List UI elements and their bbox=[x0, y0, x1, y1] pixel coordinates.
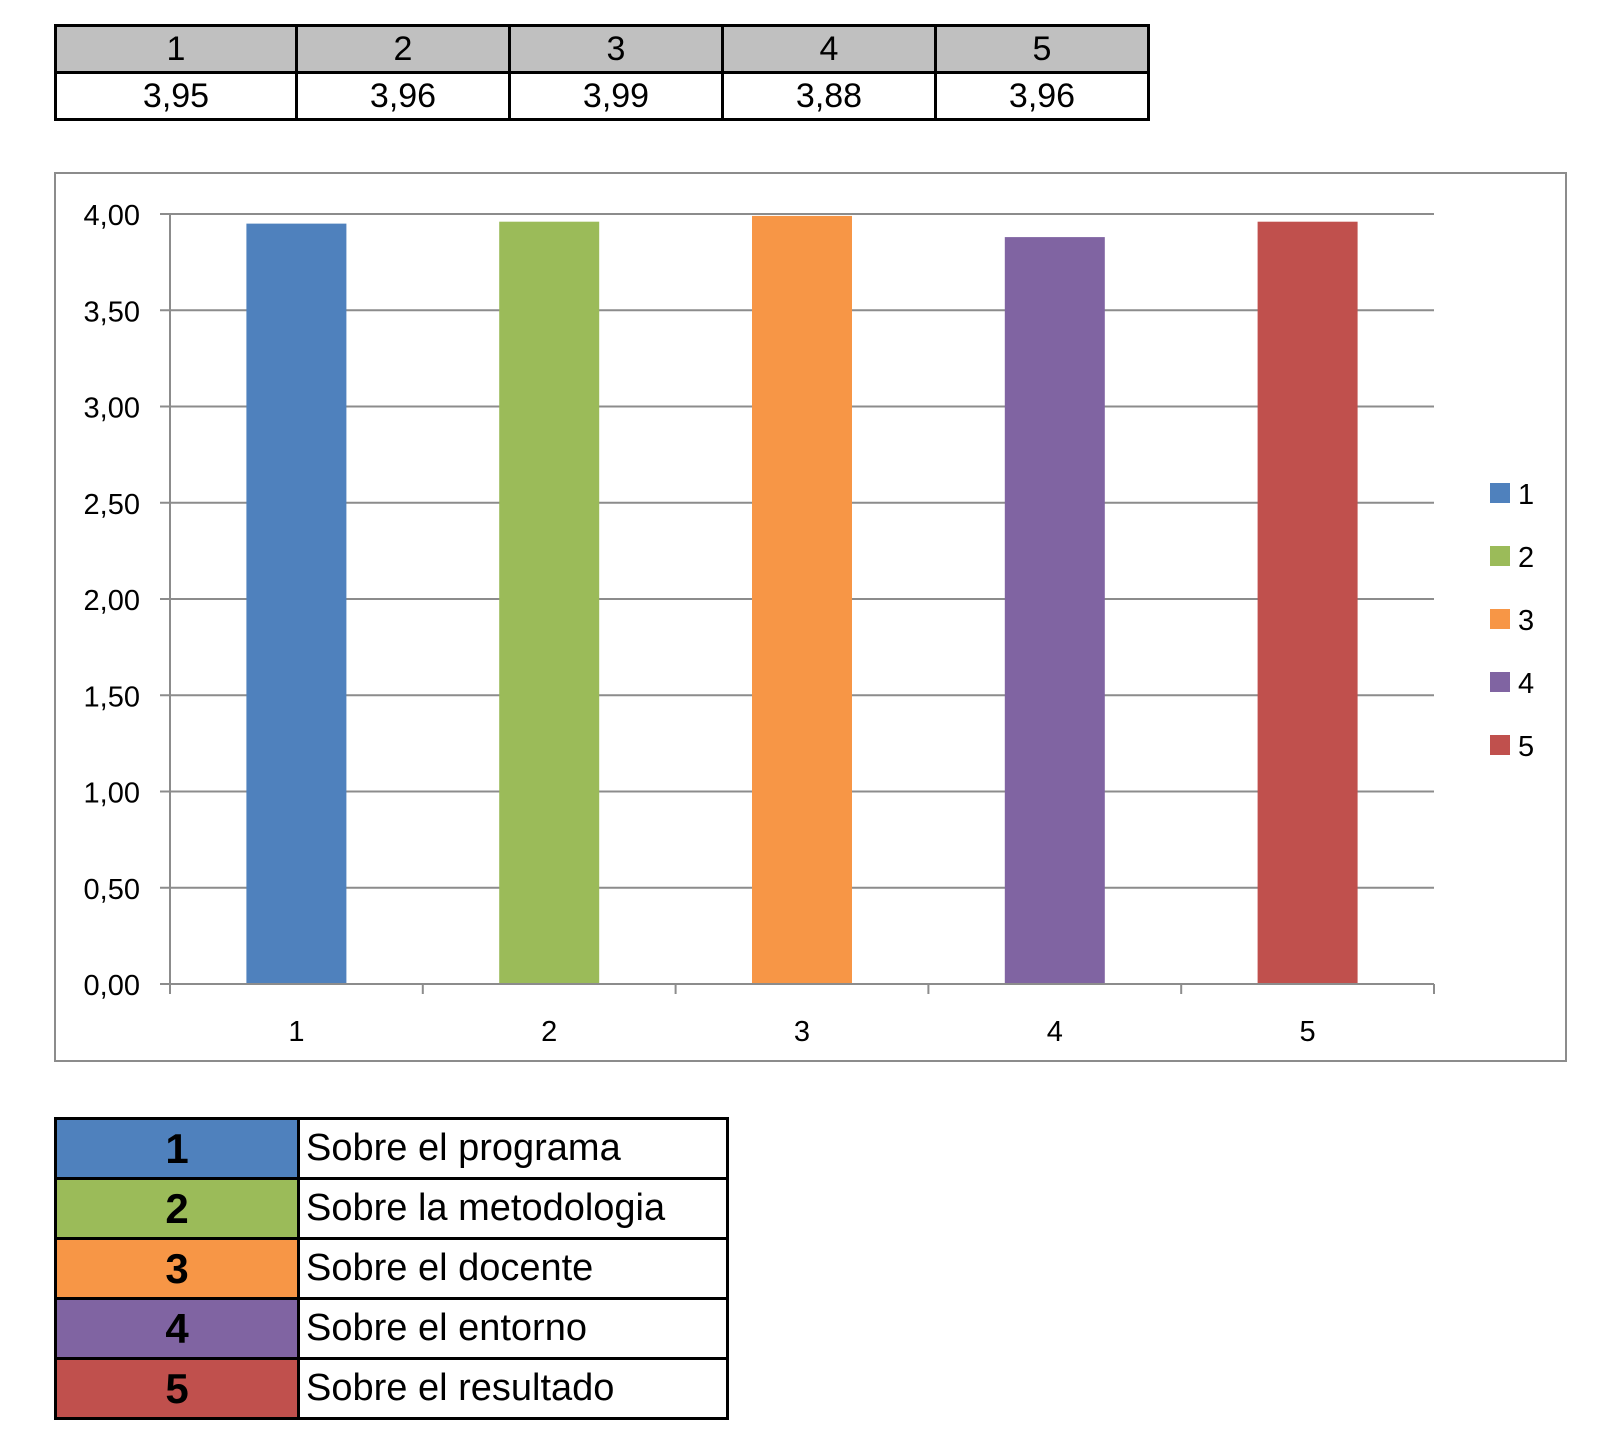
key-row: 2 Sobre la metodologia bbox=[54, 1177, 729, 1240]
y-tick-label: 1,00 bbox=[84, 778, 140, 810]
legend-label: 2 bbox=[1518, 542, 1534, 574]
values-value-cell: 3,96 bbox=[934, 71, 1150, 121]
x-tick-label: 4 bbox=[1047, 1016, 1063, 1048]
y-tick-label: 3,50 bbox=[84, 296, 140, 328]
legend-swatch bbox=[1490, 483, 1510, 503]
key-row: 3 Sobre el docente bbox=[54, 1237, 729, 1300]
bar-chart: 0,00 0,50 1,00 1,50 2,00 2,50 3,00 3,50 4,00 1 2 3 4… bbox=[84, 200, 1535, 1048]
legend-label: 5 bbox=[1518, 731, 1534, 763]
legend-label: 1 bbox=[1518, 479, 1534, 511]
key-row: 1 Sobre el programa bbox=[54, 1117, 729, 1180]
values-table: 1 2 3 4 5 3,95 3,96 3,99 3,88 3,96 bbox=[54, 24, 1150, 121]
y-tick-label: 2,50 bbox=[84, 489, 140, 521]
y-tick-label: 2,00 bbox=[84, 585, 140, 617]
values-value-cell: 3,88 bbox=[721, 71, 937, 121]
values-header-cell: 3 bbox=[508, 24, 724, 74]
legend-label: 3 bbox=[1518, 605, 1534, 637]
x-tick-label: 5 bbox=[1300, 1016, 1316, 1048]
bar bbox=[499, 221, 600, 984]
y-tick-label: 1,50 bbox=[84, 681, 140, 713]
key-label-cell: Sobre el resultado bbox=[297, 1357, 729, 1420]
legend-swatch bbox=[1490, 735, 1510, 755]
key-number-cell: 1 bbox=[54, 1117, 300, 1180]
key-label-cell: Sobre la metodologia bbox=[297, 1177, 729, 1240]
values-header-cell: 2 bbox=[295, 24, 511, 74]
values-table-header-row: 1 2 3 4 5 bbox=[54, 24, 1150, 74]
bar bbox=[1004, 237, 1105, 985]
key-label-cell: Sobre el docente bbox=[297, 1237, 729, 1300]
y-tick-label: 4,00 bbox=[84, 200, 140, 232]
values-value-cell: 3,96 bbox=[295, 71, 511, 121]
key-label-cell: Sobre el programa bbox=[297, 1117, 729, 1180]
values-value-cell: 3,95 bbox=[54, 71, 298, 121]
key-number-cell: 5 bbox=[54, 1357, 300, 1420]
key-number-cell: 2 bbox=[54, 1177, 300, 1240]
legend-swatch bbox=[1490, 672, 1510, 692]
x-tick-label: 2 bbox=[541, 1016, 557, 1048]
values-value-cell: 3,99 bbox=[508, 71, 724, 121]
x-tick-label: 1 bbox=[288, 1016, 304, 1048]
chart-frame: 0,00 0,50 1,00 1,50 2,00 2,50 3,00 3,50 4,00 1 2 3 4… bbox=[54, 172, 1567, 1062]
y-tick-label: 0,50 bbox=[84, 874, 140, 906]
key-row: 4 Sobre el entorno bbox=[54, 1297, 729, 1360]
key-label-cell: Sobre el entorno bbox=[297, 1297, 729, 1360]
bar bbox=[752, 215, 852, 985]
key-number-cell: 4 bbox=[54, 1297, 300, 1360]
legend-swatch bbox=[1490, 546, 1510, 566]
bar bbox=[246, 223, 347, 984]
legend-swatch bbox=[1490, 609, 1510, 629]
values-header-cell: 4 bbox=[721, 24, 937, 74]
legend-label: 4 bbox=[1518, 668, 1534, 700]
category-key-table: 1 Sobre el programa 2 Sobre la metodolog… bbox=[54, 1117, 729, 1420]
key-number-cell: 3 bbox=[54, 1237, 300, 1300]
bar bbox=[1257, 221, 1358, 984]
key-row: 5 Sobre el resultado bbox=[54, 1357, 729, 1420]
x-tick-label: 3 bbox=[794, 1016, 810, 1048]
values-header-cell: 5 bbox=[934, 24, 1150, 74]
values-table-value-row: 3,95 3,96 3,99 3,88 3,96 bbox=[54, 71, 1150, 121]
y-tick-label: 3,00 bbox=[84, 393, 140, 425]
values-header-cell: 1 bbox=[54, 24, 298, 74]
y-tick-label: 0,00 bbox=[84, 970, 140, 1002]
